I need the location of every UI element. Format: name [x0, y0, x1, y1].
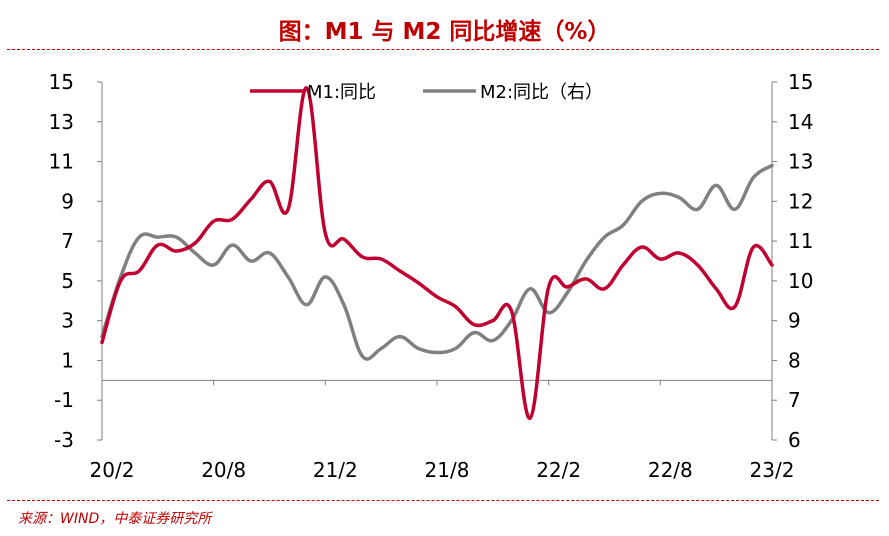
x-tick-label: 22/2: [536, 458, 581, 482]
x-tick-label: 21/2: [313, 458, 358, 482]
source-divider: [7, 500, 879, 501]
legend-label-m2: M2:同比（右）: [480, 82, 603, 103]
left-tick-label: 7: [61, 229, 74, 253]
left-tick-label: -3: [54, 428, 74, 452]
left-tick-label: 15: [49, 70, 74, 94]
x-tick-label: 21/8: [425, 458, 470, 482]
left-tick-label: 9: [61, 189, 74, 213]
right-tick-label: 12: [788, 189, 813, 213]
right-tick-label: 7: [788, 388, 801, 412]
right-tick-label: 15: [788, 70, 813, 94]
series-line-m1: [100, 86, 774, 420]
right-tick-label: 13: [788, 150, 813, 174]
right-tick-label: 6: [788, 428, 801, 452]
x-tick-label: 20/2: [90, 458, 135, 482]
chart-title: 图：M1 与 M2 同比增速（%）: [278, 19, 611, 45]
title-divider: [7, 49, 879, 50]
right-tick-label: 10: [788, 269, 813, 293]
left-tick-label: 5: [61, 269, 74, 293]
left-tick-label: 3: [61, 309, 74, 333]
x-tick-label: 22/8: [648, 458, 693, 482]
right-tick-label: 9: [788, 309, 801, 333]
left-tick-label: -1: [54, 388, 74, 412]
right-tick-label: 14: [788, 110, 813, 134]
right-tick-label: 8: [788, 348, 801, 372]
x-tick-label: 20/8: [201, 458, 246, 482]
left-tick-label: 13: [49, 110, 74, 134]
source-note: 来源：WIND，中泰证券研究所: [18, 511, 212, 527]
series-line-m2: [100, 163, 774, 361]
right-tick-label: 11: [788, 229, 813, 253]
left-tick-label: 11: [49, 150, 74, 174]
x-tick-label: 23/2: [750, 458, 795, 482]
legend-label-m1: M1:同比: [307, 82, 376, 103]
left-tick-label: 1: [61, 348, 74, 372]
